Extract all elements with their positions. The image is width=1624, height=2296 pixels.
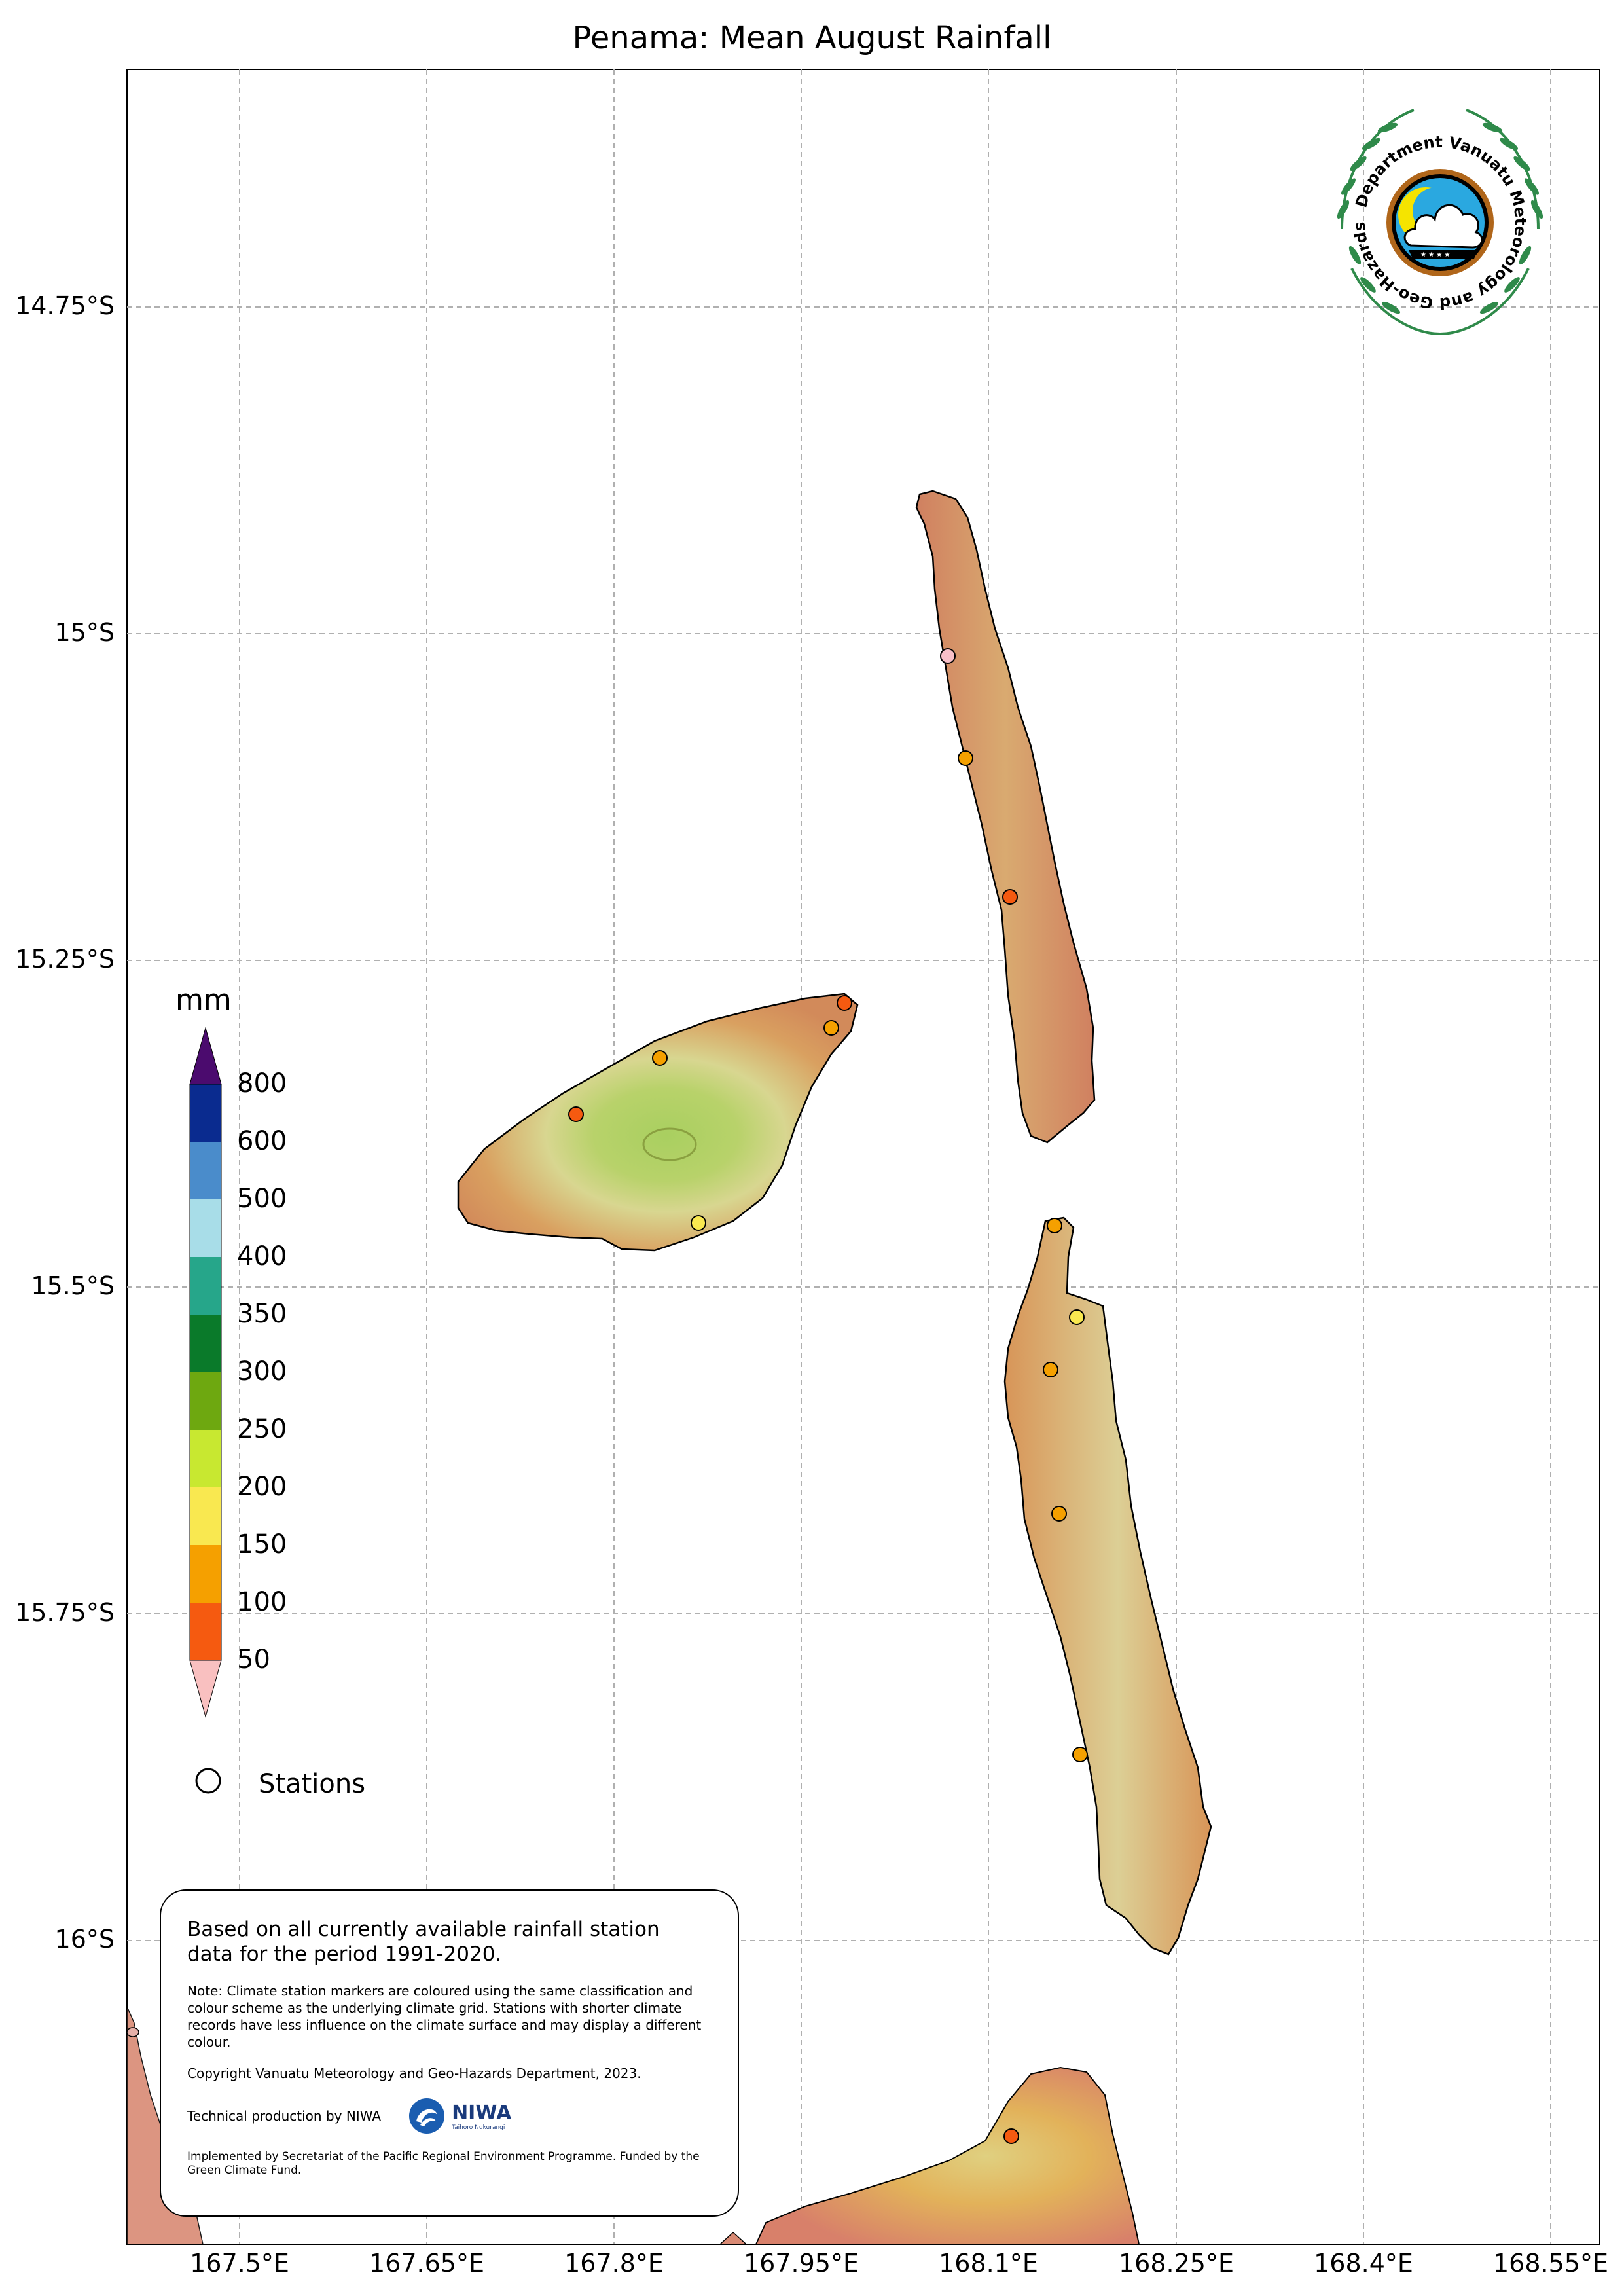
colorbar-segment <box>190 1142 221 1199</box>
colorbar-tick-label: 50 <box>237 1645 270 1675</box>
island-south <box>755 2066 1140 2245</box>
colorbar-outline <box>189 1084 222 1661</box>
map-frame <box>126 69 1600 2245</box>
island-west-fragment-2 <box>719 2231 748 2245</box>
colorbar-segment <box>190 1487 221 1545</box>
lat-label: 15°S <box>54 618 115 647</box>
island-ambae <box>457 993 859 1252</box>
vmgd-logo: ★ ★ ★ ★ Department Vanuatu Meteorology a… <box>1303 98 1578 347</box>
station-marker <box>1072 1747 1088 1762</box>
niwa-swirl-icon <box>409 2098 445 2134</box>
colorbar-segment <box>190 1603 221 1660</box>
colorbar-tick-label: 500 <box>237 1184 287 1214</box>
lon-label: 167.5°E <box>190 2249 289 2278</box>
colorbar-tick-label: 150 <box>237 1529 287 1559</box>
colorbar-segment <box>190 1199 221 1257</box>
niwa-row: Technical production by NIWA NIWA Taihor… <box>187 2096 712 2136</box>
niwa-logo: NIWA Taihoro Nukurangi <box>407 2096 511 2136</box>
stations-legend-marker <box>195 1768 221 1794</box>
colorbar-tick-label: 200 <box>237 1472 287 1502</box>
station-marker <box>958 750 973 766</box>
ambae-crater <box>642 1127 697 1161</box>
station-marker <box>1003 2128 1019 2144</box>
technical-production-text: Technical production by NIWA <box>187 2108 382 2124</box>
station-marker <box>1043 1362 1058 1377</box>
info-main-text: Based on all currently available rainfal… <box>187 1918 660 1966</box>
colorbar-tick-label: 350 <box>237 1299 287 1329</box>
colorbar-tick-label: 800 <box>237 1068 287 1099</box>
niwa-tagline: Taihoro Nukurangi <box>452 2124 505 2131</box>
implemented-text: Implemented by Secretariat of the Pacifi… <box>187 2150 700 2177</box>
colorbar-tick-label: 100 <box>237 1587 287 1617</box>
map-title: Penama: Mean August Rainfall <box>572 20 1052 56</box>
info-box: Based on all currently available rainfal… <box>160 1889 739 2217</box>
station-marker <box>1047 1218 1062 1233</box>
station-marker <box>1051 1506 1067 1522</box>
station-marker <box>652 1050 668 1066</box>
stations-legend-label: Stations <box>259 1769 366 1799</box>
lat-label: 15.5°S <box>31 1271 115 1300</box>
svg-text:★ ★ ★ ★: ★ ★ ★ ★ <box>1420 251 1450 259</box>
lat-label: 14.75°S <box>15 291 115 320</box>
lon-label: 167.65°E <box>369 2249 484 2278</box>
lon-label: 168.25°E <box>1119 2249 1234 2278</box>
lon-label: 168.1°E <box>939 2249 1038 2278</box>
gridlines <box>127 69 1600 2244</box>
lon-label: 168.55°E <box>1493 2249 1608 2278</box>
station-marker <box>1002 889 1018 905</box>
station-marker <box>568 1106 584 1122</box>
lon-label: 168.4°E <box>1314 2249 1413 2278</box>
colorbar-tick-label: 300 <box>237 1357 287 1387</box>
info-note-text: Note: Climate station markers are colour… <box>187 1983 702 2050</box>
lon-label: 167.8°E <box>564 2249 664 2278</box>
vmgd-emblem-icon: ★ ★ ★ ★ Department Vanuatu Meteorology a… <box>1337 109 1543 335</box>
station-marker <box>1069 1309 1085 1325</box>
lat-label: 16°S <box>54 1925 115 1954</box>
colorbar-segment <box>190 1430 221 1487</box>
lat-label: 15.75°S <box>15 1598 115 1627</box>
colorbar-segment <box>190 1545 221 1603</box>
island-maewo <box>915 490 1096 1144</box>
station-marker <box>837 995 852 1011</box>
colorbar-segment <box>190 1084 221 1142</box>
niwa-name: NIWA <box>452 2101 512 2124</box>
lon-label: 167.95°E <box>744 2249 859 2278</box>
colorbar-unit-label: mm <box>175 983 232 1017</box>
colorbar-segment <box>190 1257 221 1315</box>
copyright-text: Copyright Vanuatu Meteorology and Geo-Ha… <box>187 2066 641 2081</box>
colorbar-tick-label: 250 <box>237 1414 287 1444</box>
lat-label: 15.25°S <box>15 945 115 974</box>
colorbar-tick-label: 400 <box>237 1241 287 1271</box>
station-marker <box>940 648 956 664</box>
island-pentecost <box>1003 1216 1212 1956</box>
islet <box>126 2027 139 2037</box>
station-markers <box>568 648 1088 2144</box>
colorbar <box>189 1027 222 1794</box>
colorbar-segment <box>190 1315 221 1372</box>
station-marker <box>823 1020 839 1036</box>
station-marker <box>691 1215 706 1231</box>
colorbar-tick-label: 600 <box>237 1126 287 1156</box>
colorbar-segment <box>190 1372 221 1430</box>
